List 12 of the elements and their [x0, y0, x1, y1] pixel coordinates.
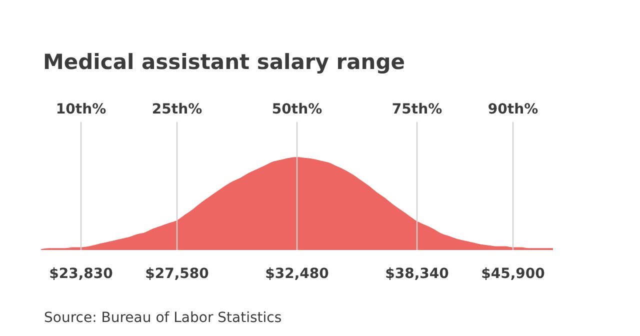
x-tick-label: $23,830	[49, 266, 114, 282]
x-tick-label: $32,480	[265, 266, 330, 282]
ref-line-label: 10th%	[56, 102, 106, 118]
source-note: Source: Bureau of Labor Statistics	[44, 310, 282, 326]
ref-line-label: 75th%	[392, 102, 442, 118]
x-tick-label: $38,340	[385, 266, 450, 282]
ref-line-label: 50th%	[272, 102, 322, 118]
x-tick-label: $27,580	[145, 266, 210, 282]
ref-line-label: 90th%	[488, 102, 538, 118]
x-tick-label: $45,900	[481, 266, 546, 282]
chart-title: Medical assistant salary range	[43, 50, 406, 74]
ref-line-label: 25th%	[152, 102, 202, 118]
